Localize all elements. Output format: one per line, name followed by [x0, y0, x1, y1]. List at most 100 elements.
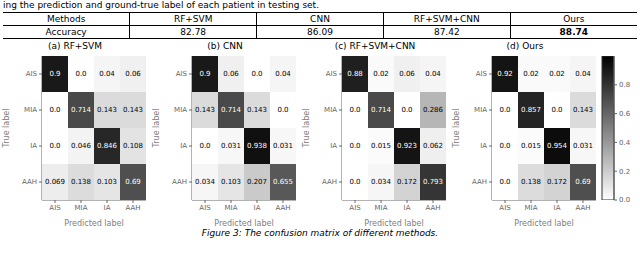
- svg-text:0.0: 0.0: [401, 106, 412, 114]
- svg-text:0.0: 0.0: [199, 142, 210, 150]
- svg-text:0.954: 0.954: [547, 142, 568, 150]
- svg-text:0.108: 0.108: [123, 142, 143, 150]
- svg-text:AIS: AIS: [476, 70, 488, 78]
- svg-text:0.06: 0.06: [399, 70, 415, 78]
- svg-text:IA: IA: [104, 204, 111, 212]
- svg-text:AAH: AAH: [322, 178, 337, 186]
- svg-text:0.138: 0.138: [521, 178, 541, 186]
- svg-text:AAH: AAH: [575, 204, 590, 212]
- svg-text:0.0: 0.0: [251, 70, 262, 78]
- svg-text:0.069: 0.069: [45, 178, 65, 186]
- svg-text:0.04: 0.04: [99, 70, 115, 78]
- svg-text:IA: IA: [30, 142, 37, 150]
- svg-text:0.207: 0.207: [247, 178, 267, 186]
- svg-text:0.143: 0.143: [97, 106, 117, 114]
- svg-text:0.0: 0.0: [349, 178, 360, 186]
- svg-text:0.04: 0.04: [425, 70, 441, 78]
- svg-text:0.143: 0.143: [573, 106, 593, 114]
- svg-text:IA: IA: [180, 142, 187, 150]
- svg-text:0.0: 0.0: [499, 178, 510, 186]
- svg-text:0.143: 0.143: [247, 106, 267, 114]
- svg-text:0.0: 0.0: [349, 142, 360, 150]
- svg-text:0.143: 0.143: [123, 106, 143, 114]
- svg-text:Predicted label: Predicted label: [64, 219, 123, 228]
- svg-text:MIA: MIA: [174, 106, 187, 114]
- svg-text:0.04: 0.04: [575, 70, 591, 78]
- svg-text:0.06: 0.06: [125, 70, 141, 78]
- svg-text:AIS: AIS: [49, 204, 61, 212]
- svg-text:0.015: 0.015: [371, 142, 391, 150]
- svg-text:0.846: 0.846: [97, 142, 118, 150]
- svg-text:IA: IA: [330, 142, 337, 150]
- svg-text:IA: IA: [480, 142, 487, 150]
- svg-text:MIA: MIA: [24, 106, 37, 114]
- svg-text:0.103: 0.103: [97, 178, 117, 186]
- svg-text:0.046: 0.046: [71, 142, 92, 150]
- svg-text:0.015: 0.015: [521, 142, 541, 150]
- svg-text:AAH: AAH: [22, 178, 37, 186]
- svg-text:AAH: AAH: [172, 178, 187, 186]
- svg-text:MIA: MIA: [375, 204, 388, 212]
- svg-text:MIA: MIA: [525, 204, 538, 212]
- svg-text:0.103: 0.103: [221, 178, 241, 186]
- svg-text:0.793: 0.793: [423, 178, 443, 186]
- svg-text:0.69: 0.69: [575, 178, 591, 186]
- svg-text:0.0: 0.0: [277, 106, 288, 114]
- svg-text:Predicted label: Predicted label: [214, 219, 273, 228]
- svg-text:0.9: 0.9: [49, 70, 60, 78]
- svg-text:AAH: AAH: [425, 204, 440, 212]
- svg-text:0.143: 0.143: [195, 106, 215, 114]
- svg-text:0.02: 0.02: [549, 70, 565, 78]
- svg-text:0.031: 0.031: [273, 142, 293, 150]
- svg-text:AIS: AIS: [326, 70, 338, 78]
- svg-text:0.714: 0.714: [221, 106, 242, 114]
- svg-text:AAH: AAH: [472, 178, 487, 186]
- svg-text:0.4: 0.4: [619, 139, 631, 147]
- svg-text:AIS: AIS: [499, 204, 511, 212]
- svg-text:0.138: 0.138: [71, 178, 91, 186]
- svg-text:0.69: 0.69: [125, 178, 141, 186]
- svg-text:0.0: 0.0: [499, 106, 510, 114]
- svg-text:True label: True label: [302, 109, 311, 149]
- svg-text:0.0: 0.0: [49, 106, 60, 114]
- svg-text:0.0: 0.0: [551, 106, 562, 114]
- svg-text:0.172: 0.172: [547, 178, 567, 186]
- svg-text:0.88: 0.88: [347, 70, 363, 78]
- svg-text:0.034: 0.034: [195, 178, 216, 186]
- svg-text:0.02: 0.02: [373, 70, 389, 78]
- svg-text:0.172: 0.172: [397, 178, 417, 186]
- svg-text:0.8: 0.8: [619, 81, 630, 89]
- svg-text:IA: IA: [554, 204, 561, 212]
- svg-text:IA: IA: [404, 204, 411, 212]
- svg-text:MIA: MIA: [474, 106, 487, 114]
- svg-text:AAH: AAH: [125, 204, 140, 212]
- svg-text:0.02: 0.02: [523, 70, 539, 78]
- svg-text:AAH: AAH: [275, 204, 290, 212]
- svg-text:0.938: 0.938: [247, 142, 267, 150]
- svg-text:0.06: 0.06: [223, 70, 239, 78]
- svg-text:0.714: 0.714: [71, 106, 92, 114]
- svg-text:0.0: 0.0: [49, 142, 60, 150]
- svg-text:True label: True label: [152, 109, 161, 149]
- svg-text:AIS: AIS: [26, 70, 38, 78]
- svg-text:0.6: 0.6: [619, 110, 631, 118]
- svg-text:MIA: MIA: [324, 106, 337, 114]
- svg-text:0.2: 0.2: [619, 168, 630, 176]
- svg-text:0.04: 0.04: [275, 70, 291, 78]
- svg-text:IA: IA: [254, 204, 261, 212]
- svg-text:MIA: MIA: [75, 204, 88, 212]
- svg-text:AIS: AIS: [349, 204, 361, 212]
- svg-text:0.9: 0.9: [199, 70, 210, 78]
- svg-text:0.031: 0.031: [573, 142, 593, 150]
- svg-text:0.031: 0.031: [221, 142, 241, 150]
- svg-text:AIS: AIS: [176, 70, 188, 78]
- svg-text:0.655: 0.655: [273, 178, 293, 186]
- svg-text:0.92: 0.92: [497, 70, 513, 78]
- svg-text:0.034: 0.034: [371, 178, 392, 186]
- svg-text:0.0: 0.0: [499, 142, 510, 150]
- svg-text:0.923: 0.923: [397, 142, 417, 150]
- svg-text:MIA: MIA: [225, 204, 238, 212]
- svg-text:Predicted label: Predicted label: [514, 219, 573, 228]
- svg-text:0.286: 0.286: [423, 106, 444, 114]
- svg-text:0.0: 0.0: [619, 196, 630, 204]
